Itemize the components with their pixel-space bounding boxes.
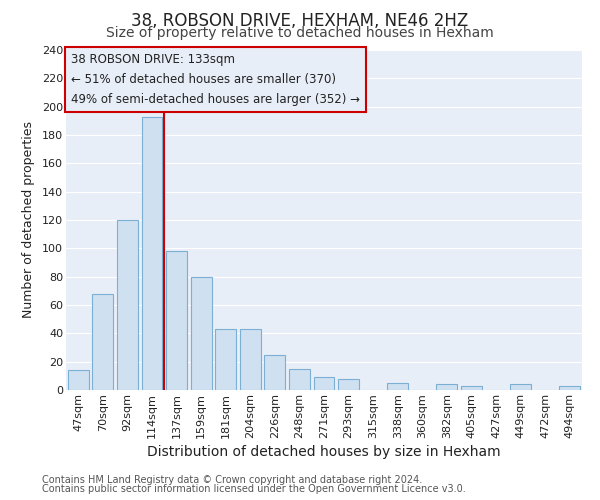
X-axis label: Distribution of detached houses by size in Hexham: Distribution of detached houses by size … (147, 445, 501, 459)
Bar (436, 384, 457, 390)
Bar (338, 378, 359, 390)
Text: 38 ROBSON DRIVE: 133sqm
← 51% of detached houses are smaller (370)
49% of semi-d: 38 ROBSON DRIVE: 133sqm ← 51% of detache… (71, 54, 360, 106)
Text: Size of property relative to detached houses in Hexham: Size of property relative to detached ho… (106, 26, 494, 40)
Text: Contains HM Land Registry data © Crown copyright and database right 2024.: Contains HM Land Registry data © Crown c… (42, 475, 422, 485)
Bar (117, 220, 138, 390)
Text: 38, ROBSON DRIVE, HEXHAM, NE46 2HZ: 38, ROBSON DRIVE, HEXHAM, NE46 2HZ (131, 12, 469, 30)
Bar (92, 294, 113, 390)
Bar (461, 386, 482, 390)
Bar (559, 386, 580, 390)
Bar (240, 329, 261, 390)
Bar (142, 116, 163, 390)
Text: Contains public sector information licensed under the Open Government Licence v3: Contains public sector information licen… (42, 484, 466, 494)
Bar (510, 384, 531, 390)
Bar (387, 383, 408, 390)
Y-axis label: Number of detached properties: Number of detached properties (22, 122, 35, 318)
Bar (314, 378, 334, 390)
Bar (166, 251, 187, 390)
Bar (191, 276, 212, 390)
Bar (289, 369, 310, 390)
Bar (215, 329, 236, 390)
Bar (68, 370, 89, 390)
Bar (265, 354, 286, 390)
